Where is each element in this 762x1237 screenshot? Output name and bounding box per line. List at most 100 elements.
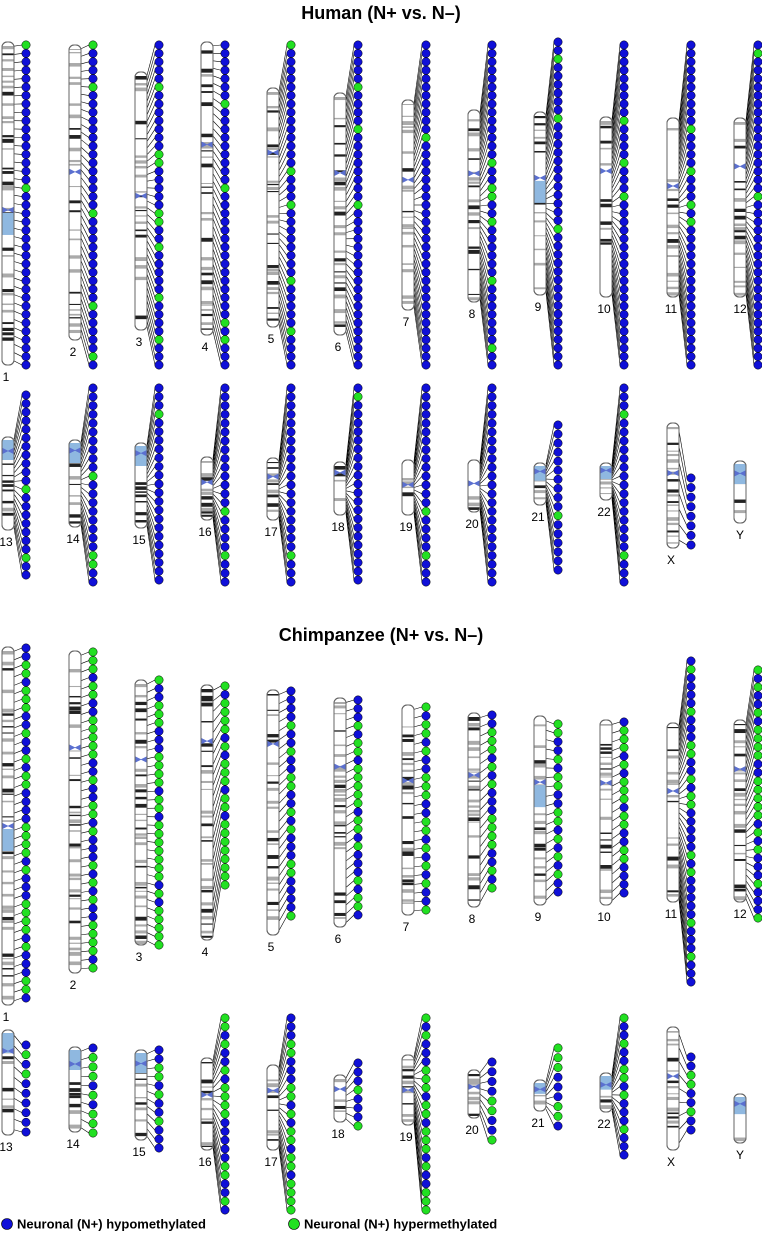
- band: [335, 104, 346, 107]
- site-dot: [287, 150, 295, 158]
- site-dot: [89, 226, 97, 234]
- site-dot: [221, 401, 229, 409]
- connector: [81, 661, 89, 664]
- band: [601, 269, 612, 270]
- band: [136, 887, 147, 889]
- band: [469, 1107, 480, 1109]
- connector: [14, 481, 22, 482]
- connector: [147, 234, 155, 247]
- site-dot: [554, 327, 562, 335]
- band: [136, 708, 147, 712]
- band: [469, 882, 480, 884]
- band: [136, 1090, 147, 1093]
- site-dot: [221, 1119, 229, 1127]
- site-dot: [754, 74, 762, 82]
- site-dot: [221, 534, 229, 542]
- band: [136, 225, 147, 227]
- band: [469, 158, 480, 160]
- connector: [346, 769, 354, 773]
- band: [668, 505, 679, 506]
- band: [268, 514, 279, 516]
- connector: [279, 232, 287, 239]
- site-dot: [155, 234, 163, 242]
- site-dot: [554, 106, 562, 114]
- site-dot: [287, 1188, 295, 1196]
- band: [535, 220, 546, 222]
- connector: [14, 870, 22, 873]
- site-dot: [620, 428, 628, 436]
- band: [335, 805, 346, 807]
- connector: [346, 1119, 354, 1126]
- band: [136, 789, 147, 792]
- site-dot: [221, 1031, 229, 1039]
- band: [136, 151, 147, 154]
- connector: [414, 1018, 422, 1057]
- chromosome: 13: [0, 391, 30, 579]
- band: [136, 102, 147, 105]
- band: [403, 848, 414, 851]
- band: [668, 737, 679, 740]
- band: [735, 248, 746, 252]
- connector: [279, 829, 287, 839]
- band: [668, 1086, 679, 1088]
- chromosome-label: 1: [3, 370, 10, 384]
- site-dot: [221, 481, 229, 489]
- site-dot: [554, 191, 562, 199]
- band: [136, 222, 147, 224]
- site-dot: [620, 150, 628, 158]
- site-dot: [221, 682, 229, 690]
- site-dot: [221, 285, 229, 293]
- site-dot: [89, 904, 97, 912]
- connector: [213, 211, 221, 230]
- connector: [346, 838, 354, 844]
- site-dot: [155, 384, 163, 392]
- site-dot: [554, 852, 562, 860]
- connector: [279, 188, 287, 195]
- site-dot: [488, 74, 496, 82]
- band: [601, 875, 612, 876]
- band: [70, 269, 81, 272]
- connector: [14, 295, 22, 298]
- connector: [346, 319, 354, 348]
- site-dot: [89, 192, 97, 200]
- site-dot: [554, 844, 562, 852]
- site-dot: [422, 729, 430, 737]
- band: [136, 740, 147, 744]
- band: [469, 822, 480, 823]
- connector: [546, 812, 554, 815]
- band: [3, 775, 14, 778]
- site-dot: [221, 83, 229, 91]
- site-dot: [354, 192, 362, 200]
- site-dot: [155, 243, 163, 251]
- band: [3, 175, 14, 177]
- band: [335, 505, 346, 508]
- connector: [546, 848, 554, 853]
- band: [268, 215, 279, 218]
- band: [735, 772, 746, 774]
- connector: [14, 674, 22, 677]
- band: [469, 474, 480, 477]
- site-dot: [221, 454, 229, 462]
- band: [268, 714, 279, 716]
- band: [469, 1092, 480, 1095]
- site-dot: [554, 808, 562, 816]
- band: [70, 63, 81, 67]
- site-dot: [22, 977, 30, 985]
- band: [3, 110, 14, 112]
- connector: [81, 848, 89, 850]
- chromosome-label: 10: [597, 910, 611, 924]
- site-dot: [422, 209, 430, 217]
- connector: [279, 769, 287, 776]
- site-dot: [687, 493, 695, 501]
- connector: [147, 866, 155, 868]
- site-dot: [221, 1023, 229, 1031]
- site-dot: [687, 682, 695, 690]
- site-dot: [287, 159, 295, 167]
- site-dot: [488, 454, 496, 462]
- connector: [147, 1059, 155, 1061]
- site-dot: [287, 1145, 295, 1153]
- band: [70, 1077, 81, 1079]
- site-dot: [287, 41, 295, 49]
- site-dot: [354, 739, 362, 747]
